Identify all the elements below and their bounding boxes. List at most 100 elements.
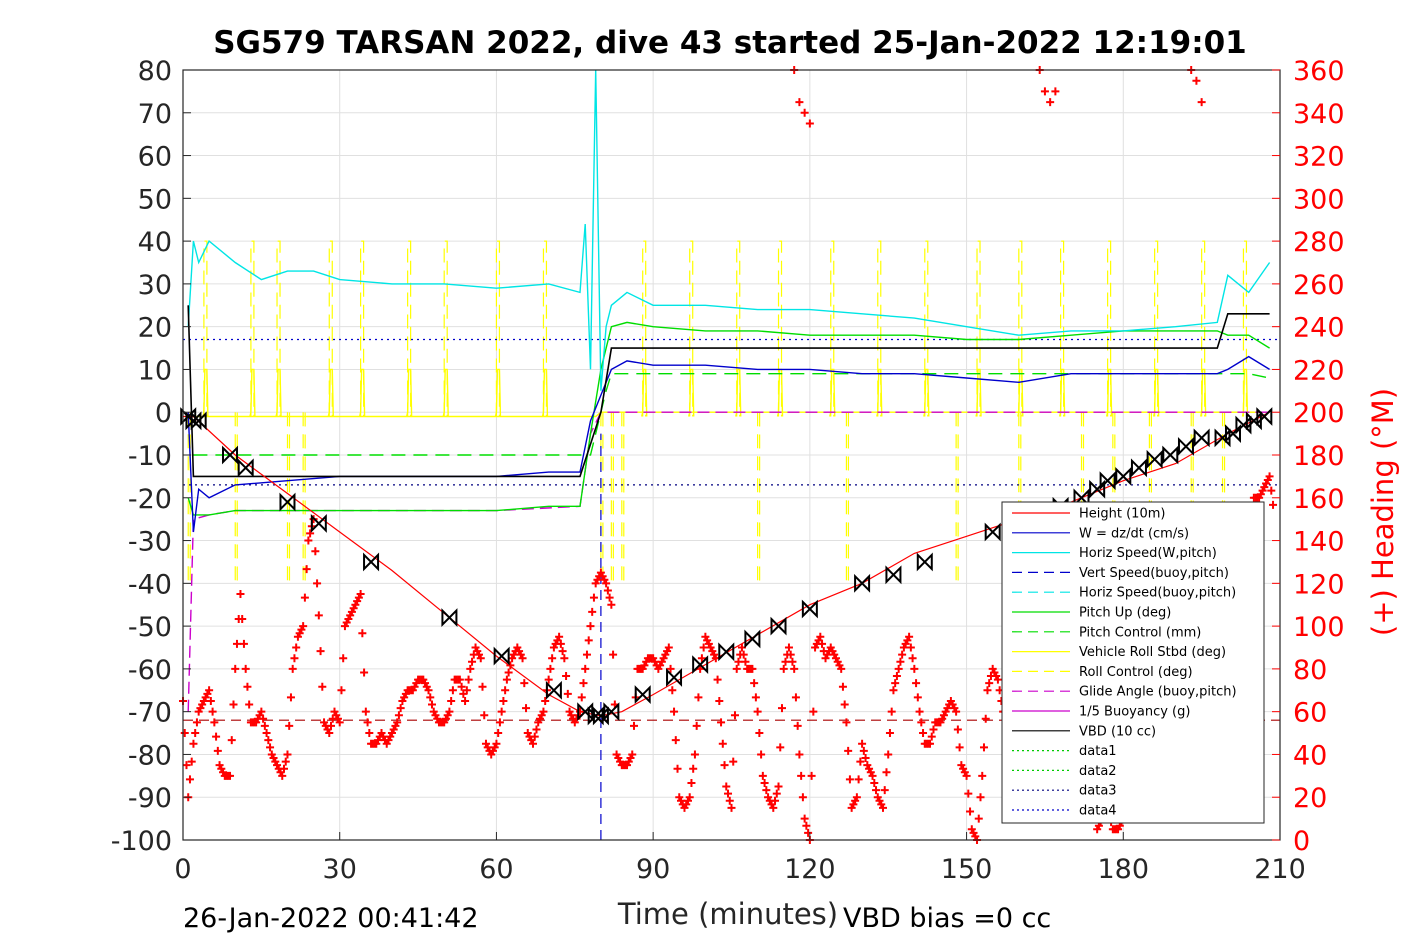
heading-point bbox=[953, 725, 962, 734]
roll-control-spike bbox=[1242, 240, 1248, 417]
y-left-tick-label: -50 bbox=[128, 612, 172, 643]
heading-point bbox=[461, 696, 470, 705]
heading-point bbox=[581, 664, 590, 673]
heading-point bbox=[560, 654, 569, 663]
heading-point bbox=[494, 729, 503, 738]
heading-point bbox=[191, 729, 200, 738]
y-right-tick-label: 20 bbox=[1293, 783, 1327, 814]
heading-point bbox=[603, 586, 612, 595]
heading-point bbox=[861, 754, 870, 763]
legend-label: VBD (10 cc) bbox=[1079, 724, 1156, 739]
vehicle-roll-spike bbox=[829, 368, 836, 417]
heading-point bbox=[670, 707, 679, 716]
heading-point bbox=[325, 729, 334, 738]
vehicle-roll-spike bbox=[688, 368, 695, 417]
x-tick-label: 90 bbox=[636, 854, 670, 885]
y-right-tick-label: 0 bbox=[1293, 826, 1310, 857]
legend-label: Roll Control (deg) bbox=[1079, 665, 1193, 680]
heading-point bbox=[497, 707, 506, 716]
roll-control-spike bbox=[328, 240, 333, 417]
heading-point bbox=[586, 622, 595, 631]
heading-point bbox=[504, 668, 513, 677]
horiz-speed-line bbox=[187, 69, 1271, 391]
heading-point bbox=[539, 707, 548, 716]
heading-point bbox=[673, 764, 682, 773]
heading-point bbox=[896, 657, 905, 666]
height-marker bbox=[603, 702, 620, 722]
vehicle-roll-spike bbox=[1105, 368, 1113, 417]
height-marker bbox=[770, 616, 787, 636]
heading-point bbox=[807, 771, 816, 780]
heading-point bbox=[241, 664, 250, 673]
heading-point bbox=[889, 686, 898, 695]
heading-point bbox=[809, 707, 818, 716]
heading-point bbox=[786, 650, 795, 659]
roll-control-spike bbox=[1059, 240, 1065, 417]
heading-point bbox=[480, 711, 489, 720]
height-marker bbox=[1130, 458, 1147, 478]
height-marker bbox=[1099, 471, 1116, 491]
heading-point bbox=[724, 789, 733, 798]
heading-point bbox=[739, 650, 748, 659]
roll-control-spike bbox=[642, 240, 647, 417]
heading-point bbox=[872, 786, 881, 795]
y-right-tick-label: 100 bbox=[1293, 612, 1345, 643]
heading-point bbox=[797, 771, 806, 780]
height-marker bbox=[363, 552, 380, 572]
heading-point bbox=[671, 736, 680, 745]
vehicle-roll-spike bbox=[541, 368, 549, 417]
y-axis-left: 80 70 60 50 40 30 20 10 0 -10 -20 -30 -40 -50 -60 -70 -8… bbox=[111, 56, 191, 857]
heading-point bbox=[360, 668, 369, 677]
x-tick-label: 30 bbox=[323, 854, 357, 885]
heading-point bbox=[445, 707, 454, 716]
y-right-tick-label: 220 bbox=[1293, 355, 1345, 386]
y-left-tick-label: 60 bbox=[138, 142, 172, 173]
heading-point bbox=[800, 814, 809, 823]
legend-label: Glide Angle (buoy,pitch) bbox=[1079, 685, 1237, 700]
height-marker bbox=[885, 565, 902, 585]
heading-point bbox=[428, 700, 437, 709]
heading-point bbox=[915, 707, 924, 716]
x-tick-label: 60 bbox=[479, 854, 513, 885]
heading-point bbox=[800, 108, 809, 117]
heading-point bbox=[1267, 486, 1276, 495]
heading-point bbox=[919, 729, 928, 738]
legend-box bbox=[1001, 501, 1265, 824]
heading-point bbox=[300, 593, 309, 602]
y-right-tick-label: 180 bbox=[1293, 441, 1345, 472]
heading-point bbox=[689, 764, 698, 773]
heading-point bbox=[753, 707, 762, 716]
height-marker bbox=[1256, 407, 1273, 426]
heading-point bbox=[290, 654, 299, 663]
heading-point bbox=[555, 632, 564, 641]
heading-point bbox=[206, 696, 215, 705]
heading-point bbox=[804, 828, 813, 837]
heading-point bbox=[464, 675, 473, 684]
heading-point bbox=[774, 782, 783, 791]
y-right-tick-label: 160 bbox=[1293, 484, 1345, 515]
heading-point bbox=[974, 814, 983, 823]
heading-point bbox=[852, 793, 861, 802]
heading-point bbox=[518, 654, 527, 663]
height-marker bbox=[718, 642, 735, 662]
heading-point bbox=[231, 664, 240, 673]
heading-point bbox=[259, 714, 268, 723]
x-tick-label: 180 bbox=[1098, 854, 1150, 885]
heading-point bbox=[779, 664, 788, 673]
heading-point bbox=[257, 707, 266, 716]
heading-point bbox=[609, 650, 618, 659]
y-left-tick-label: 20 bbox=[138, 313, 172, 344]
y-left-tick-label: 0 bbox=[155, 398, 172, 429]
heading-point bbox=[628, 750, 637, 759]
heading-point bbox=[769, 803, 778, 812]
heading-point bbox=[1197, 98, 1206, 107]
heading-point bbox=[854, 775, 863, 784]
heading-point bbox=[187, 757, 196, 766]
roll-control-spike bbox=[542, 240, 548, 417]
heading-point bbox=[664, 643, 673, 652]
heading-point bbox=[448, 686, 457, 695]
vehicle-roll-spike bbox=[1058, 368, 1066, 417]
heading-point bbox=[844, 746, 853, 755]
heading-point bbox=[426, 693, 435, 702]
